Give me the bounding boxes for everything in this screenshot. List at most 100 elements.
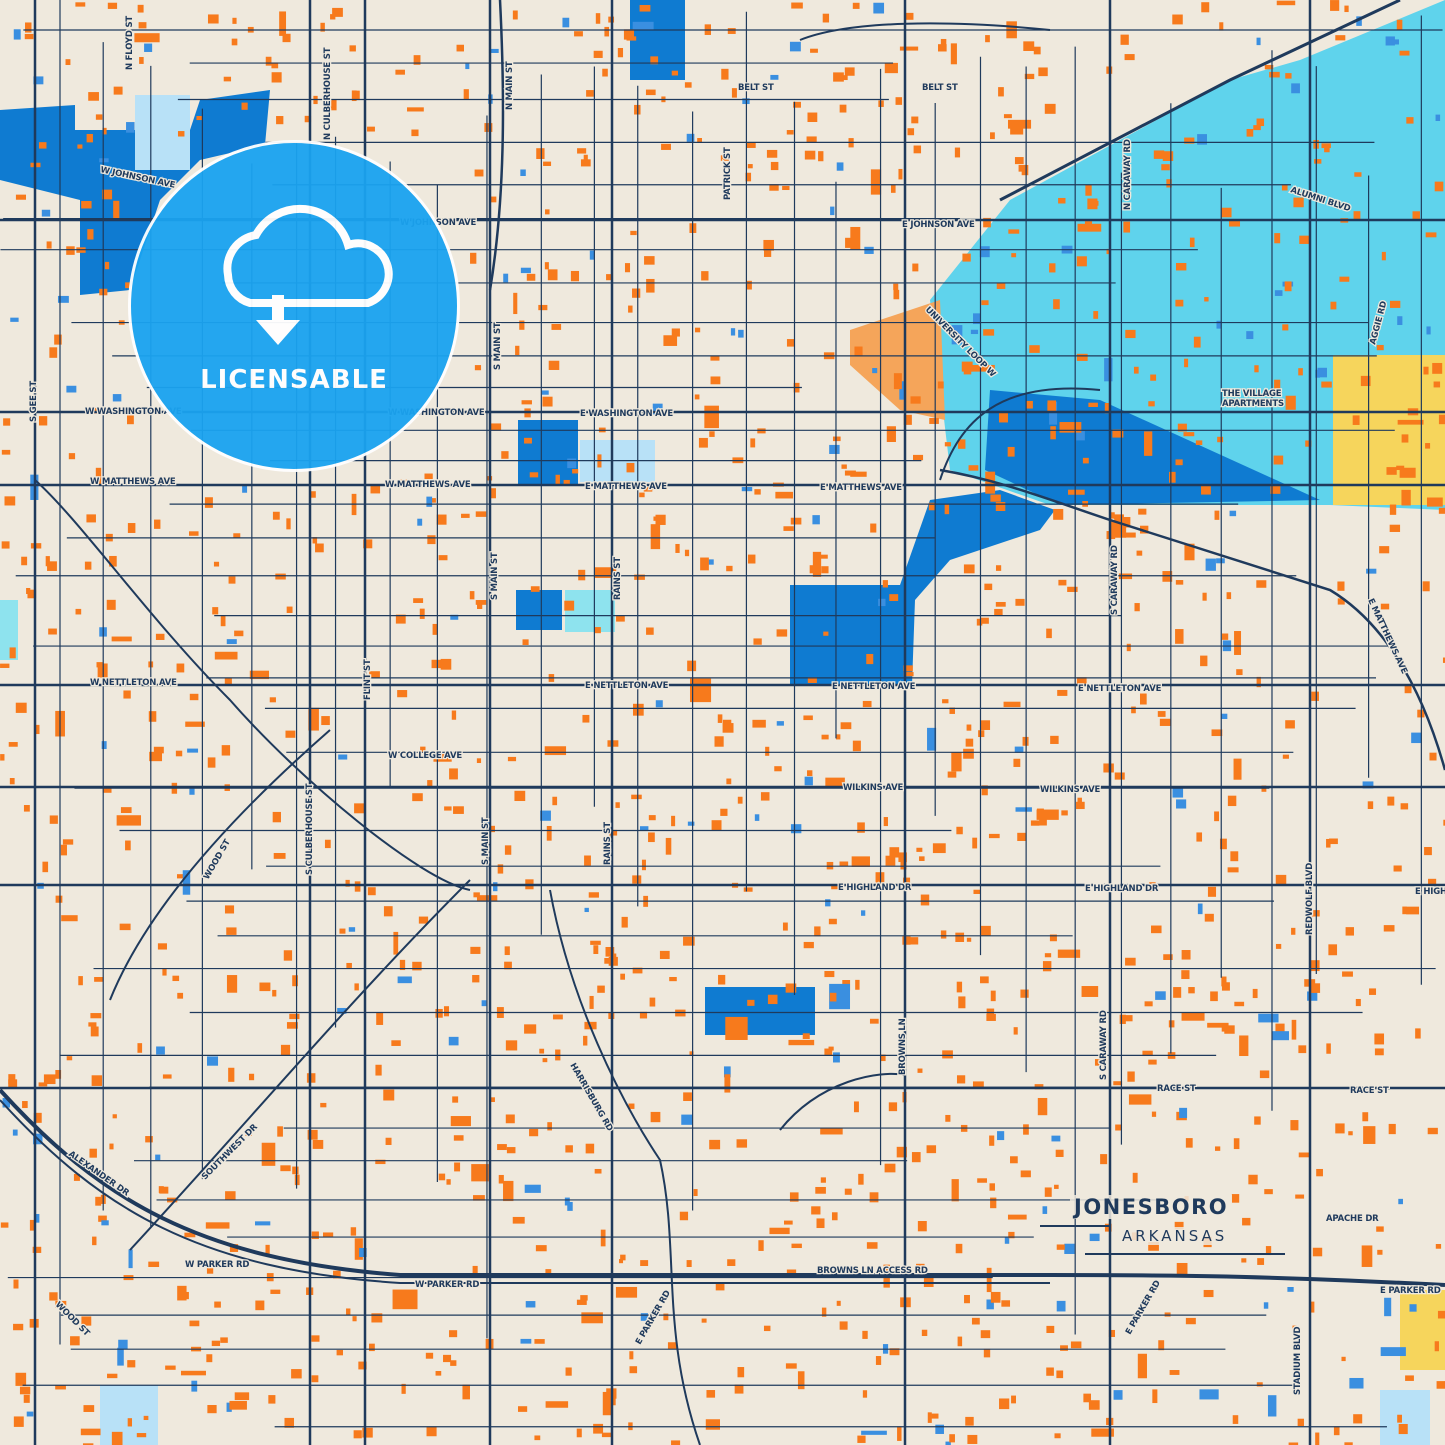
building — [694, 327, 701, 333]
building — [1089, 1233, 1100, 1242]
building — [632, 288, 641, 298]
building — [652, 403, 663, 415]
building — [1275, 874, 1287, 886]
building — [957, 439, 966, 449]
building — [983, 329, 995, 336]
building — [418, 916, 429, 924]
building — [1389, 300, 1401, 308]
building — [1011, 253, 1017, 258]
building — [639, 1011, 648, 1019]
building — [1144, 1001, 1153, 1007]
building — [736, 1139, 748, 1148]
building — [667, 1342, 678, 1349]
building — [308, 707, 319, 731]
building — [438, 1173, 446, 1181]
building — [1214, 811, 1220, 822]
building — [503, 1180, 514, 1202]
building — [1220, 713, 1228, 719]
building — [889, 1348, 900, 1356]
building — [845, 237, 855, 248]
building — [1269, 71, 1280, 78]
building — [552, 1014, 563, 1020]
building — [1100, 1154, 1108, 1165]
building — [956, 1075, 966, 1084]
building — [411, 129, 419, 137]
building — [921, 1329, 928, 1337]
building — [1085, 185, 1092, 196]
building — [1201, 484, 1211, 495]
building — [1157, 711, 1166, 717]
building — [1423, 366, 1429, 375]
building — [1264, 64, 1274, 70]
building — [185, 721, 205, 727]
building — [1288, 1442, 1299, 1445]
building — [1354, 172, 1362, 177]
building — [1151, 1111, 1157, 1117]
building — [1227, 867, 1239, 873]
building — [83, 1405, 95, 1412]
building — [525, 1301, 536, 1308]
building — [32, 1246, 42, 1253]
building — [956, 981, 963, 993]
building — [1233, 758, 1242, 780]
building — [189, 1320, 200, 1327]
building — [910, 396, 921, 404]
building — [570, 270, 580, 282]
building — [806, 136, 817, 143]
road-label: FLINT ST — [363, 659, 373, 700]
licensable-badge[interactable]: LICENSABLE — [128, 140, 460, 472]
building — [117, 1347, 124, 1366]
building — [1401, 434, 1409, 443]
building — [1053, 299, 1060, 310]
building — [326, 99, 337, 111]
building — [518, 1406, 528, 1412]
building — [322, 1232, 334, 1237]
building — [1274, 379, 1281, 389]
building — [126, 122, 135, 133]
building — [1114, 772, 1125, 780]
building — [1008, 229, 1020, 234]
building — [593, 1423, 604, 1434]
building — [835, 734, 841, 740]
building — [4, 496, 16, 506]
building — [520, 1338, 532, 1344]
building — [450, 1360, 457, 1366]
building — [932, 843, 946, 854]
building — [870, 169, 882, 195]
building — [811, 1206, 821, 1215]
building — [1059, 422, 1082, 433]
building — [1399, 50, 1410, 56]
building — [791, 2, 803, 9]
building — [804, 150, 816, 160]
building — [346, 962, 352, 968]
building — [505, 1040, 518, 1051]
building — [1051, 1135, 1061, 1142]
building — [272, 811, 281, 823]
building — [90, 1013, 102, 1019]
building — [283, 950, 293, 961]
building — [1275, 1023, 1285, 1034]
building — [138, 22, 147, 29]
building — [1127, 1071, 1135, 1082]
building — [212, 607, 219, 615]
building — [643, 487, 653, 492]
city-name: JONESBORO — [1070, 1195, 1233, 1219]
building — [1036, 809, 1059, 820]
building — [955, 1243, 963, 1254]
building — [529, 1128, 539, 1137]
building — [704, 405, 719, 429]
building — [883, 817, 888, 827]
building — [1305, 440, 1312, 447]
building — [182, 870, 191, 895]
building — [793, 101, 801, 108]
building — [1115, 1124, 1122, 1131]
building — [241, 102, 248, 110]
building — [254, 1221, 271, 1226]
building — [1242, 1217, 1251, 1226]
building — [1047, 400, 1057, 411]
building — [497, 1144, 507, 1151]
road-label: APARTMENTS — [1222, 399, 1284, 409]
building — [346, 1308, 351, 1316]
building — [1056, 1244, 1065, 1250]
building — [1172, 786, 1184, 798]
